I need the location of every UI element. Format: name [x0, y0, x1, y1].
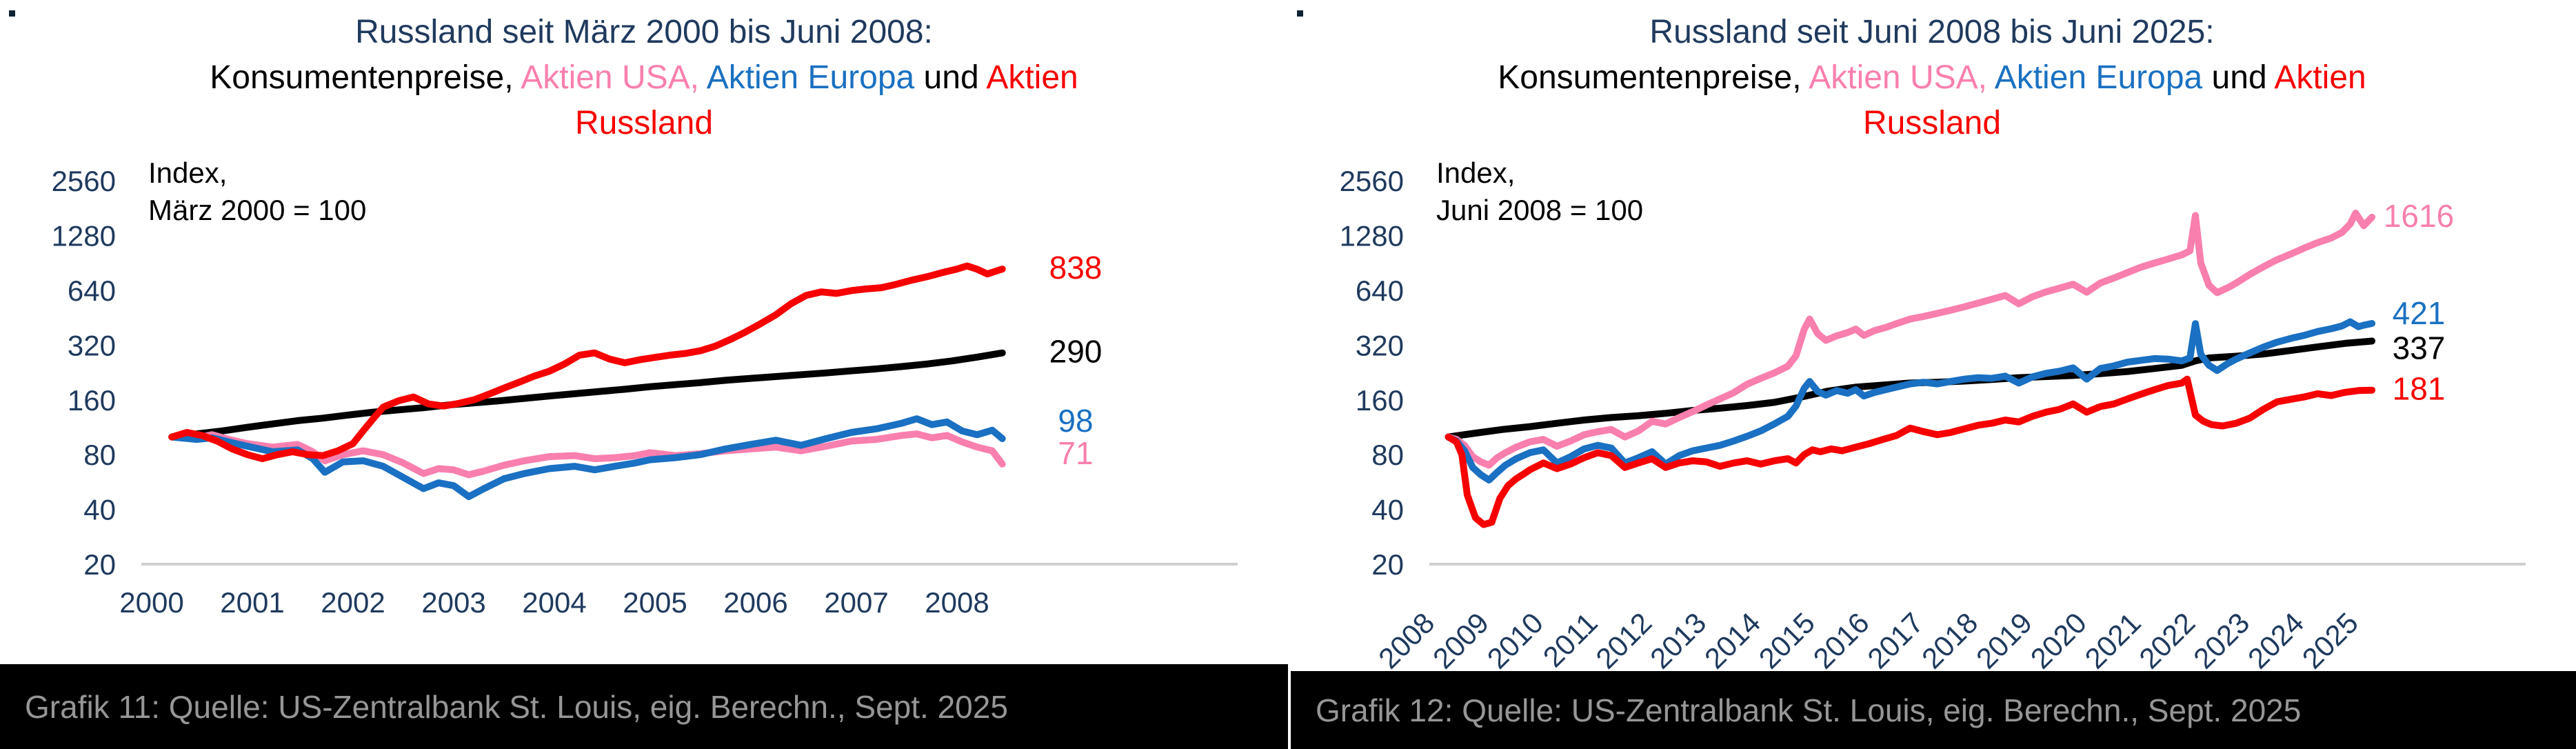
x-axis-tick-label: 2006 — [723, 586, 787, 619]
caption-text: Grafik 11: Quelle: US-Zentralbank St. Lo… — [25, 688, 1008, 725]
x-axis-tick-label: 2014 — [1698, 606, 1767, 675]
series-line-aktien-europa — [168, 415, 1006, 501]
y-axis-tick-label: 80 — [83, 439, 116, 471]
x-axis-tick-label: 2009 — [1427, 606, 1495, 675]
caption-text: Grafik 12: Quelle: US-Zentralbank St. Lo… — [1316, 692, 2302, 728]
series-line-aktien-usa — [1445, 210, 2376, 469]
x-axis-tick-label: 2018 — [1915, 606, 1984, 675]
series-line-aktien-russland — [168, 262, 1006, 463]
title-segment: Konsumentenpreise, — [210, 59, 521, 96]
y-axis-tick-label: 40 — [1371, 494, 1404, 526]
index-note-line1: Index, — [1436, 157, 1516, 189]
x-axis-tick-label: 2017 — [1861, 606, 1929, 675]
index-note: Index, Juni 2008 = 100 — [1436, 154, 1643, 229]
x-axis-tick-label: 2005 — [623, 586, 687, 619]
x-axis-tick-label: 2020 — [2024, 606, 2093, 675]
title-segment: und — [2202, 59, 2275, 96]
x-axis-tick-label: 2002 — [321, 586, 385, 619]
y-axis-tick-label: 320 — [68, 329, 116, 361]
y-axis-tick-label: 1280 — [1340, 220, 1404, 252]
chart-title-line: Konsumentenpreise, Aktien USA, Aktien Eu… — [0, 55, 1288, 101]
title-segment: Russland — [1862, 105, 2002, 141]
title-segment: Russland seit Juni 2008 bis Juni 2025: — [1649, 14, 2215, 50]
x-axis-tick-label: 2013 — [1644, 606, 1712, 675]
chart-title-line: Russland — [1288, 101, 2576, 146]
x-axis-tick-label: 2012 — [1589, 606, 1658, 675]
y-axis-tick-label: 20 — [83, 548, 116, 581]
x-axis-tick-label: 2007 — [824, 586, 888, 619]
title-segment: Aktien — [2274, 59, 2366, 96]
y-axis-tick-label: 2560 — [1340, 165, 1404, 197]
series-line-aktien-russland — [1445, 375, 2376, 528]
series-end-value-label: 98 — [1058, 403, 1093, 439]
x-axis-tick-label: 2015 — [1753, 606, 1821, 675]
series-end-value-label: 290 — [1049, 334, 1103, 370]
slide-marker-dot — [1297, 10, 1303, 17]
title-segment: Aktien Europa — [706, 59, 915, 96]
index-note: Index, März 2000 = 100 — [148, 154, 366, 229]
chart-title: Russland seit Juni 2008 bis Juni 2025: Ko… — [1288, 10, 2576, 146]
x-axis-tick-label: 2011 — [1537, 606, 1604, 673]
series-line-aktien-europa — [1445, 318, 2376, 483]
x-axis-tick-label: 2021 — [2078, 606, 2146, 675]
x-axis-tick-label: 2008 — [1372, 606, 1440, 675]
index-note-line2: Juni 2008 = 100 — [1436, 194, 1644, 226]
x-axis-tick-label: 2004 — [522, 586, 586, 619]
chart-title-line: Russland seit Juni 2008 bis Juni 2025: — [1288, 10, 2576, 55]
title-segment: Aktien — [986, 59, 1078, 96]
title-segment: und — [914, 59, 987, 96]
y-axis-tick-label: 320 — [1356, 329, 1404, 361]
title-segment: Aktien Europa — [1994, 59, 2203, 96]
series-end-value-label: 838 — [1049, 250, 1103, 286]
series-end-value-label: 71 — [1058, 435, 1093, 471]
series-line-konsumentenpreise — [168, 349, 1006, 441]
chart-title: Russland seit März 2000 bis Juni 2008: Ko… — [0, 10, 1288, 146]
x-axis-tick-label: 2000 — [119, 586, 183, 619]
series-end-value-label: 337 — [2393, 330, 2446, 366]
series-end-value-label: 421 — [2393, 295, 2446, 331]
y-axis-tick-label: 80 — [1371, 439, 1404, 471]
caption-bar: Grafik 11: Quelle: US-Zentralbank St. Lo… — [0, 664, 1288, 749]
y-axis-tick-label: 40 — [83, 494, 116, 526]
y-axis-tick-label: 2560 — [52, 165, 116, 197]
series-end-value-label: 1616 — [2384, 198, 2454, 234]
title-segment: Aktien USA, — [1809, 59, 1987, 96]
series-end-value-label: 181 — [2393, 371, 2446, 407]
chart-title-line: Konsumentenpreise, Aktien USA, Aktien Eu… — [1288, 55, 2576, 101]
x-axis-tick-label: 2008 — [925, 586, 989, 619]
x-axis-tick-label: 2025 — [2296, 606, 2364, 675]
x-axis-tick-label: 2003 — [421, 586, 485, 619]
slide-grafik-12: Russland seit Juni 2008 bis Juni 2025: Ko… — [1288, 0, 2576, 749]
chart-title-line: Russland seit März 2000 bis Juni 2008: — [0, 10, 1288, 55]
x-axis-tick-label: 2010 — [1481, 606, 1549, 675]
title-segment: Aktien USA, — [521, 59, 699, 96]
y-axis-tick-label: 640 — [68, 274, 116, 307]
slide-marker-dot — [9, 10, 15, 17]
title-segment: Russland — [574, 105, 714, 141]
x-axis-tick-label: 2016 — [1807, 606, 1875, 675]
x-axis-tick-label: 2001 — [220, 586, 284, 619]
x-axis-tick-label: 2019 — [1970, 606, 2038, 675]
x-axis-tick-label: 2022 — [2133, 606, 2201, 675]
index-note-line1: Index, — [148, 157, 228, 189]
x-axis-tick-label: 2024 — [2242, 606, 2310, 675]
title-segment: Russland seit März 2000 bis Juni 2008: — [355, 14, 933, 50]
y-axis-tick-label: 640 — [1356, 274, 1404, 307]
x-axis-tick-label: 2023 — [2187, 606, 2255, 675]
title-segment: Konsumentenpreise, — [1498, 59, 1809, 96]
chart-title-line: Russland — [0, 101, 1288, 146]
slide-grafik-11: Russland seit März 2000 bis Juni 2008: Ko… — [0, 10, 1288, 749]
y-axis-tick-label: 20 — [1371, 548, 1404, 581]
line-chart: 2560128064032016080402020082009201020112… — [1340, 165, 2526, 675]
y-axis-tick-label: 1280 — [52, 220, 116, 252]
y-axis-tick-label: 160 — [1356, 384, 1404, 417]
index-note-line2: März 2000 = 100 — [148, 194, 367, 226]
y-axis-tick-label: 160 — [68, 384, 116, 417]
caption-bar: Grafik 12: Quelle: US-Zentralbank St. Lo… — [1291, 671, 2576, 749]
